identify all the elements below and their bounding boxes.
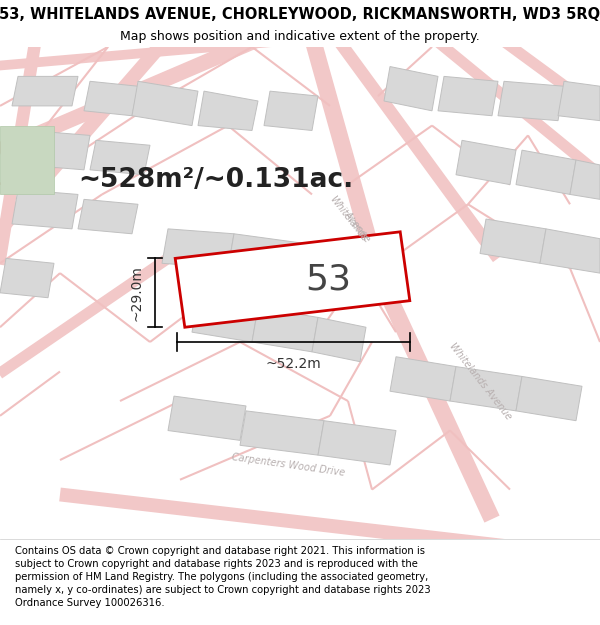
Polygon shape <box>558 81 600 121</box>
Text: ~29.0m: ~29.0m <box>130 265 144 321</box>
Polygon shape <box>300 249 360 292</box>
Polygon shape <box>480 219 546 263</box>
Text: Contains OS data © Crown copyright and database right 2021. This information is
: Contains OS data © Crown copyright and d… <box>15 546 431 609</box>
Polygon shape <box>198 91 258 131</box>
Text: Carpenters Wood Drive: Carpenters Wood Drive <box>231 452 345 478</box>
Polygon shape <box>192 298 258 342</box>
Polygon shape <box>540 229 600 273</box>
Text: ~528m²/~0.131ac.: ~528m²/~0.131ac. <box>79 167 353 192</box>
Polygon shape <box>78 199 138 234</box>
Polygon shape <box>168 396 246 441</box>
Polygon shape <box>570 160 600 199</box>
Polygon shape <box>456 141 516 184</box>
Polygon shape <box>0 126 54 194</box>
Polygon shape <box>312 318 366 362</box>
Polygon shape <box>90 141 150 175</box>
Text: Map shows position and indicative extent of the property.: Map shows position and indicative extent… <box>120 30 480 43</box>
Polygon shape <box>318 421 396 465</box>
Polygon shape <box>84 81 138 116</box>
Polygon shape <box>516 376 582 421</box>
Text: ~52.2m: ~52.2m <box>266 357 321 371</box>
Polygon shape <box>24 131 90 170</box>
Polygon shape <box>162 229 234 268</box>
Polygon shape <box>498 81 564 121</box>
Polygon shape <box>384 66 438 111</box>
Polygon shape <box>516 150 576 194</box>
Polygon shape <box>450 367 522 411</box>
Polygon shape <box>228 234 306 278</box>
Polygon shape <box>12 189 78 229</box>
Text: Whitelands: Whitelands <box>327 194 369 244</box>
Text: Avenue: Avenue <box>342 209 372 244</box>
Polygon shape <box>12 76 78 106</box>
Polygon shape <box>390 357 456 401</box>
Text: 53, WHITELANDS AVENUE, CHORLEYWOOD, RICKMANSWORTH, WD3 5RQ: 53, WHITELANDS AVENUE, CHORLEYWOOD, RICK… <box>0 6 600 21</box>
Polygon shape <box>0 258 54 298</box>
Polygon shape <box>240 411 324 455</box>
Text: Whitelands Avenue: Whitelands Avenue <box>447 341 513 422</box>
Polygon shape <box>438 76 498 116</box>
Polygon shape <box>175 232 410 328</box>
Polygon shape <box>264 91 318 131</box>
Text: 53: 53 <box>305 262 352 296</box>
Polygon shape <box>252 308 318 352</box>
Polygon shape <box>132 81 198 126</box>
